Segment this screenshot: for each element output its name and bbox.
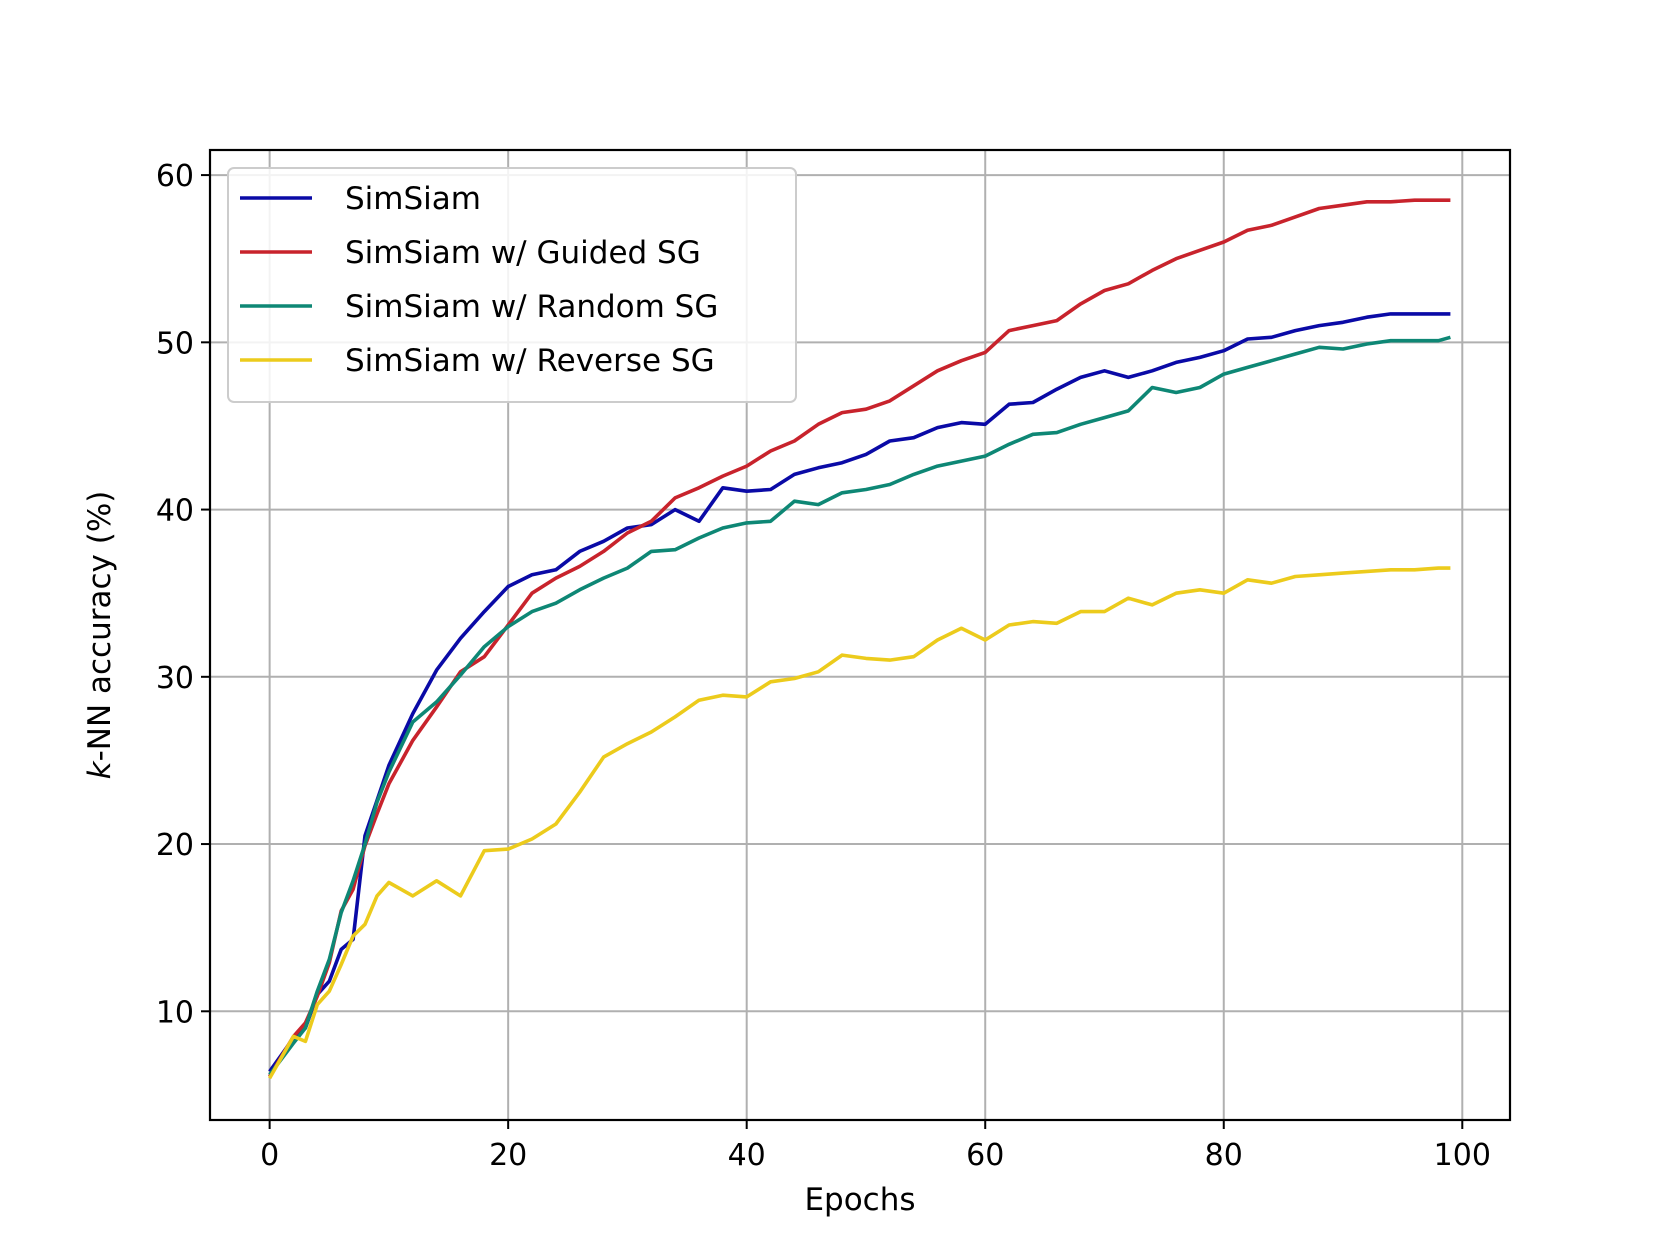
x-axis-label: Epochs xyxy=(804,1182,915,1218)
y-axis-label: k-NN accuracy (%) xyxy=(82,491,118,780)
x-tick-label: 20 xyxy=(489,1138,527,1173)
y-tick-label: 50 xyxy=(156,326,194,361)
legend: SimSiam SimSiam w/ Guided SG SimSiam w/ Ra… xyxy=(227,167,797,403)
y-tick-label: 40 xyxy=(156,494,194,529)
y-axis-label-rest: -NN accuracy (%) xyxy=(82,491,118,762)
plot-frame xyxy=(208,148,1512,1122)
series-line-1 xyxy=(268,312,1451,1073)
legend-label: SimSiam xyxy=(345,181,481,217)
x-tick-label: 100 xyxy=(1434,1138,1491,1173)
y-axis-label-italic: k xyxy=(82,760,118,779)
y-tick-label: 30 xyxy=(156,661,194,696)
series-line-2 xyxy=(268,198,1451,1078)
series-line-4 xyxy=(268,566,1451,1080)
legend-label: SimSiam w/ Guided SG xyxy=(345,235,701,271)
legend-label: SimSiam w/ Reverse SG xyxy=(345,343,715,379)
x-tick-label: 0 xyxy=(260,1138,279,1173)
x-tick-label: 60 xyxy=(966,1138,1004,1173)
y-tick-label: 60 xyxy=(156,159,194,194)
x-tick-label: 80 xyxy=(1205,1138,1243,1173)
y-tick-label: 10 xyxy=(156,995,194,1030)
x-axis-ticks: 0 20 40 60 80 100 xyxy=(260,1120,1491,1173)
legend-label: SimSiam w/ Random SG xyxy=(345,289,718,325)
y-axis-ticks: 10 20 30 40 50 60 xyxy=(156,159,210,1030)
legend-box xyxy=(227,167,797,403)
series-lines xyxy=(268,198,1451,1080)
series-line-3 xyxy=(268,335,1451,1076)
y-tick-label: 20 xyxy=(156,828,194,863)
x-tick-label: 40 xyxy=(728,1138,766,1173)
